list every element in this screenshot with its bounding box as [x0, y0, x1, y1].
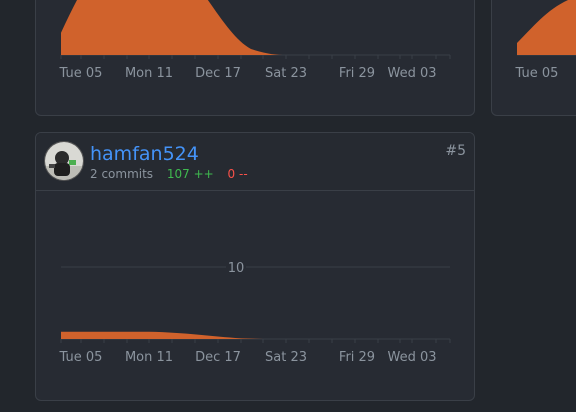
x-tick-label-5: Wed 03 — [387, 350, 436, 365]
x-tick-label-3: Sat 23 — [265, 66, 307, 81]
additions-count: 107 ++ — [166, 167, 214, 181]
x-tick-label-3: Sat 23 — [265, 350, 307, 365]
x-tick-label-0: Tue 05 — [515, 66, 559, 81]
user-avatar-icon[interactable] — [44, 141, 84, 181]
grid-label-10: 10 — [228, 261, 245, 276]
commit-count-link[interactable]: 2 commits — [90, 167, 154, 181]
activity-chart: 10 Tue 05 Mon 11 Dec 17 Sat 23 Fri 29 Wed 03 — [59, 259, 451, 365]
contributor-card-hamfan524: hamfan524 2 commits 107 ++ 0 -- #5 10 Tu… — [35, 132, 475, 401]
x-tick-label-5: Wed 03 — [387, 66, 436, 81]
contributor-rank: #5 — [445, 143, 466, 159]
area-series — [61, 331, 263, 339]
x-tick-label-1: Mon 11 — [125, 350, 173, 365]
username-link[interactable]: hamfan524 — [90, 143, 199, 165]
avatar-image — [45, 142, 83, 180]
x-tick-label-4: Fri 29 — [339, 350, 375, 365]
activity-chart: Tue 05 Mon 11 Dec 17 Sat 23 Fri 29 Wed 03 — [59, 0, 451, 81]
area-series — [61, 0, 286, 55]
contributor-card-top-left: Tue 05 Mon 11 Dec 17 Sat 23 Fri 29 Wed 03 — [35, 0, 475, 116]
x-tick-label-4: Fri 29 — [339, 66, 375, 81]
contributor-card-top-right: Tue 05 — [491, 0, 576, 116]
contributor-header: hamfan524 2 commits 107 ++ 0 -- #5 — [36, 133, 474, 191]
x-tick-label-0: Tue 05 — [59, 66, 103, 81]
x-tick-label-2: Dec 17 — [195, 350, 241, 365]
x-tick-label-2: Dec 17 — [195, 66, 241, 81]
area-series — [517, 0, 576, 55]
activity-chart: Tue 05 — [515, 0, 576, 81]
contribution-stats: 2 commits 107 ++ 0 -- — [90, 167, 248, 181]
x-tick-label-0: Tue 05 — [59, 350, 103, 365]
deletions-count: 0 -- — [227, 167, 248, 181]
x-tick-label-1: Mon 11 — [125, 66, 173, 81]
grid-label-bg — [226, 259, 246, 275]
